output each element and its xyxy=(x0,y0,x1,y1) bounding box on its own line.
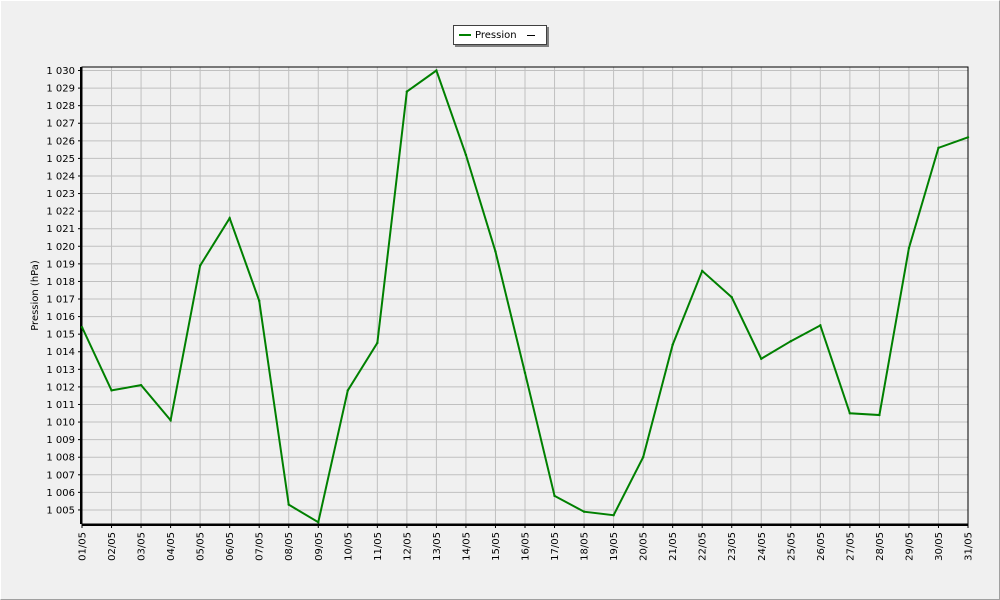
y-tick-label: 1 015 xyxy=(46,330,75,341)
y-tick-label: 1 016 xyxy=(46,312,75,323)
x-tick-label: 06/05 xyxy=(225,532,236,561)
x-tick-label: 11/05 xyxy=(373,532,384,561)
data-point xyxy=(612,514,615,517)
x-tick-label: 24/05 xyxy=(757,532,768,561)
y-tick-label: 1 014 xyxy=(46,347,75,358)
x-tick-label: 07/05 xyxy=(255,532,266,561)
data-point xyxy=(228,216,231,220)
x-tick-label: 10/05 xyxy=(343,532,354,561)
data-point xyxy=(287,503,290,506)
x-tick-label: 20/05 xyxy=(639,532,650,561)
series-layer xyxy=(80,68,970,524)
x-tick-label: 18/05 xyxy=(580,532,591,561)
y-tick-label: 1 021 xyxy=(46,224,75,235)
y-tick-label: 1 020 xyxy=(46,242,75,253)
data-point xyxy=(523,371,527,375)
x-tick-label: 15/05 xyxy=(491,532,502,561)
x-tick-label: 13/05 xyxy=(432,532,443,561)
x-tick-label: 29/05 xyxy=(904,532,915,561)
data-point xyxy=(80,325,84,329)
y-tick-label: 1 030 xyxy=(46,66,75,77)
x-tick-label: 04/05 xyxy=(166,532,177,561)
grid xyxy=(81,67,969,524)
data-point xyxy=(317,521,320,524)
x-tick-label: 16/05 xyxy=(521,532,532,561)
x-tick-label: 26/05 xyxy=(816,532,827,561)
x-tick-label: 08/05 xyxy=(284,532,295,561)
y-axis-title: Pression (hPa) xyxy=(30,260,41,331)
x-tick-label: 22/05 xyxy=(698,532,709,561)
data-point xyxy=(760,357,763,360)
data-point xyxy=(937,146,940,150)
x-tick-label: 01/05 xyxy=(78,532,89,561)
y-tick-label: 1 024 xyxy=(46,171,75,182)
x-tick-label: 12/05 xyxy=(402,532,413,561)
x-tick-label: 28/05 xyxy=(875,532,886,561)
axes xyxy=(78,66,969,528)
y-tick-label: 1 013 xyxy=(46,365,75,376)
legend-dash-marker xyxy=(526,34,535,36)
y-tick-label: 1 025 xyxy=(46,154,75,165)
data-point xyxy=(198,264,202,267)
data-point xyxy=(258,299,261,302)
y-tick-label: 1 028 xyxy=(46,101,75,112)
y-tick-label: 1 022 xyxy=(46,207,75,218)
data-point xyxy=(582,510,586,513)
data-point xyxy=(435,69,438,72)
x-tick-label: 03/05 xyxy=(137,532,148,561)
data-point xyxy=(346,389,349,392)
y-tick-label: 1 017 xyxy=(46,295,75,306)
x-tick-label: 19/05 xyxy=(609,532,620,561)
y-tick-label: 1 007 xyxy=(46,470,75,481)
y-tick-label: 1 019 xyxy=(46,259,75,270)
y-tick-label: 1 029 xyxy=(46,84,75,95)
x-tick-label: 05/05 xyxy=(196,532,207,561)
x-tick-label: 21/05 xyxy=(668,532,679,561)
data-point xyxy=(819,324,822,327)
data-point xyxy=(641,456,645,459)
data-point xyxy=(464,153,468,157)
data-point xyxy=(553,494,556,498)
data-point xyxy=(494,250,497,253)
y-tick-label: 1 005 xyxy=(46,505,75,516)
data-point xyxy=(848,412,852,415)
data-point xyxy=(701,269,704,273)
y-tick-label: 1 018 xyxy=(46,277,75,288)
y-tick-label: 1 006 xyxy=(46,488,75,499)
x-tick-label: 14/05 xyxy=(461,532,472,561)
tick-labels: 1 005 1 006 1 007 1 008 1 009 1 010 1 011 1 012… xyxy=(46,66,974,561)
x-tick-label: 25/05 xyxy=(786,532,797,561)
data-point xyxy=(907,246,911,250)
x-tick-label: 30/05 xyxy=(934,532,945,561)
y-tick-label: 1 010 xyxy=(46,418,75,429)
y-tick-label: 1 026 xyxy=(46,136,75,147)
y-tick-label: 1 008 xyxy=(46,453,75,464)
x-tick-label: 02/05 xyxy=(107,532,118,561)
data-point xyxy=(376,341,379,345)
data-point xyxy=(966,136,970,139)
x-tick-label: 23/05 xyxy=(727,532,738,561)
legend-line-swatch xyxy=(459,34,471,36)
y-tick-label: 1 009 xyxy=(46,435,75,446)
x-tick-label: 09/05 xyxy=(314,532,325,561)
data-point xyxy=(730,296,733,299)
y-tick-label: 1 012 xyxy=(46,382,75,393)
x-tick-label: 27/05 xyxy=(845,532,856,561)
y-tick-label: 1 023 xyxy=(46,189,75,200)
data-point xyxy=(169,419,172,422)
legend[interactable]: Pression xyxy=(453,25,547,45)
legend-series-label: Pression xyxy=(475,29,517,41)
data-point xyxy=(671,343,674,346)
x-tick-label: 31/05 xyxy=(964,532,975,561)
data-point xyxy=(110,389,113,392)
y-tick-label: 1 027 xyxy=(46,119,75,130)
y-tick-label: 1 011 xyxy=(46,400,75,411)
data-point xyxy=(405,90,409,93)
data-point xyxy=(139,383,143,387)
data-point xyxy=(878,413,881,417)
data-point xyxy=(789,340,792,343)
x-tick-label: 17/05 xyxy=(550,532,561,561)
